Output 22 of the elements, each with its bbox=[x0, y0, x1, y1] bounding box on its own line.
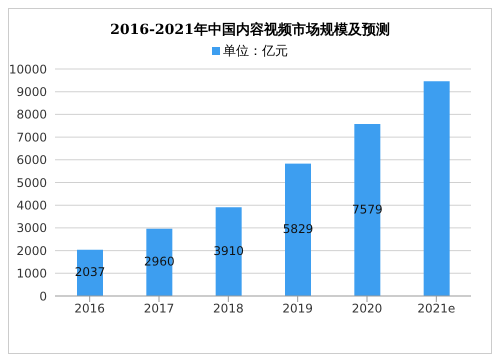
legend-label: 单位：亿元 bbox=[223, 43, 288, 60]
y-tick-label: 5000 bbox=[16, 176, 47, 190]
x-tick-label: 2016 bbox=[74, 302, 105, 316]
x-tick-label: 2017 bbox=[144, 302, 174, 316]
y-tick-label: 0 bbox=[39, 289, 47, 304]
y-tick-label: 9000 bbox=[16, 84, 47, 99]
y-tick-label: 2000 bbox=[16, 244, 47, 258]
bar bbox=[354, 124, 380, 296]
bar bbox=[424, 81, 450, 296]
x-tick-label: 2020 bbox=[352, 302, 382, 316]
x-tick-label: 2018 bbox=[213, 302, 244, 316]
bar bbox=[285, 164, 311, 296]
x-tick-label: 2019 bbox=[282, 302, 313, 316]
y-tick-label: 4000 bbox=[16, 198, 47, 212]
y-tick-label: 8000 bbox=[16, 108, 47, 122]
y-tick-label: 3000 bbox=[16, 221, 47, 236]
x-tick-label: 2021e bbox=[417, 302, 456, 316]
y-tick-label: 10000 bbox=[8, 62, 47, 76]
chart-title: 2016-2021年中国内容视频市场规模及预测 bbox=[109, 20, 391, 40]
y-tick-label: 6000 bbox=[16, 153, 47, 168]
y-tick-label: 7000 bbox=[16, 130, 47, 144]
y-tick-label: 1000 bbox=[16, 266, 47, 281]
